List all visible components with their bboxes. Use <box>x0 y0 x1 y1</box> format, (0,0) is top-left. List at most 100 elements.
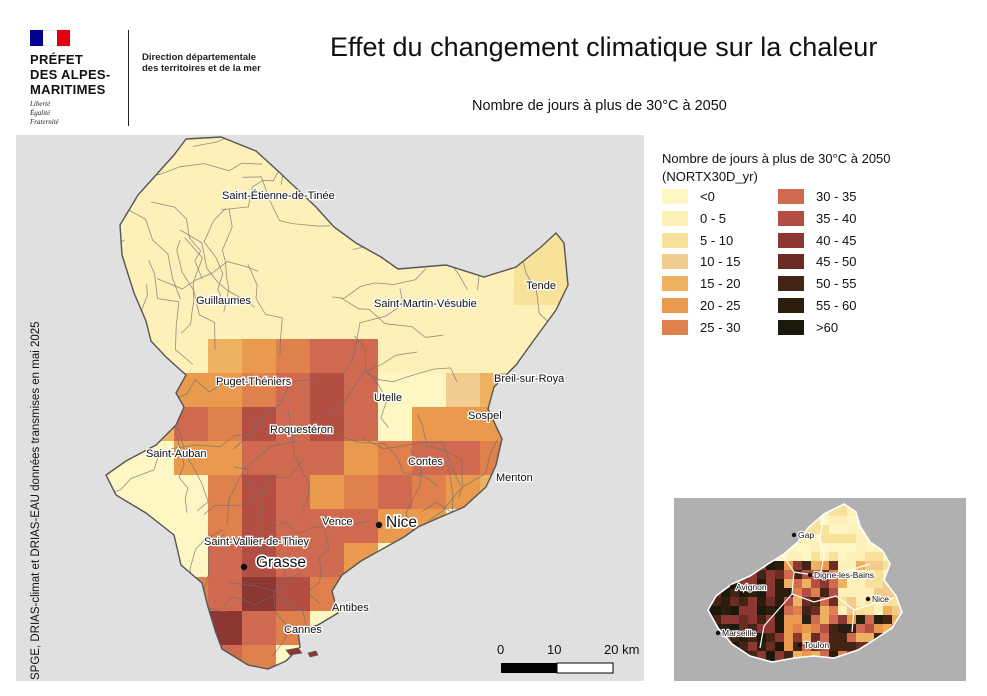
legend-title-line: Nombre de jours à plus de 30°C à 2050 <box>662 151 891 166</box>
commune-boundary <box>223 572 302 607</box>
inset-raster-cell <box>811 642 820 651</box>
raster-cell <box>106 475 140 509</box>
inset-raster-cell <box>757 525 766 534</box>
inset-raster-cell <box>856 633 865 642</box>
inset-raster-cell <box>901 525 902 534</box>
inset-raster-cell <box>712 543 721 552</box>
place-label: Saint-Vallier-de-Thiey <box>204 536 309 548</box>
inset-raster-cell <box>847 543 856 552</box>
raster-cell <box>514 577 548 611</box>
inset-raster-cell <box>892 597 901 606</box>
inset-raster-cell <box>910 642 919 651</box>
place-label: Nice <box>386 514 417 531</box>
inset-raster-cell <box>856 678 865 681</box>
inset-raster-cell <box>694 534 703 543</box>
legend-item: 45 - 50 <box>778 254 856 270</box>
raster-cell <box>378 407 412 441</box>
inset-raster-cell <box>802 504 811 507</box>
inset-raster-cell <box>694 660 703 669</box>
raster-cell <box>242 305 276 339</box>
inset-raster-cell <box>739 516 748 525</box>
raster-cell <box>344 543 378 577</box>
raster-cell <box>276 407 310 441</box>
raster-cell <box>106 373 140 407</box>
raster-cell <box>514 543 548 577</box>
inset-raster-cell <box>793 660 802 662</box>
flag-white-band <box>43 30 57 46</box>
inset-raster-cell <box>757 615 766 624</box>
inset-raster-cell <box>802 579 811 588</box>
inset-raster-cell <box>883 543 892 552</box>
inset-raster-cell <box>730 570 739 579</box>
inset-raster-cell <box>708 660 712 662</box>
commune-boundary <box>203 460 302 515</box>
inset-raster-cell <box>708 651 712 660</box>
raster-cell <box>106 679 140 681</box>
place-label: Contes <box>408 456 443 468</box>
inset-raster-cell <box>802 606 811 615</box>
inset-raster-cell <box>847 660 856 662</box>
inset-raster-cell <box>757 579 766 588</box>
inset-raster-cell <box>847 507 856 516</box>
raster-cell <box>446 203 480 237</box>
inset-raster-cell <box>748 552 757 561</box>
legend-label: 30 - 35 <box>816 189 857 204</box>
raster-cell <box>514 645 548 669</box>
inset-raster-cell <box>820 669 829 678</box>
inset-raster-cell <box>838 561 847 570</box>
inset-raster-cell <box>739 678 748 681</box>
inset-raster-cell <box>883 606 892 615</box>
inset-raster-cell <box>910 615 919 624</box>
inset-raster-cell <box>802 615 811 624</box>
inset-raster-cell <box>829 504 838 507</box>
raster-cell <box>548 305 568 339</box>
commune-boundary <box>546 538 568 588</box>
inset-raster-cell <box>892 543 901 552</box>
commune-boundary <box>326 591 435 649</box>
raster-cell <box>106 577 140 611</box>
inset-map[interactable]: Gap Digne-les-Bains Avignon Nice Marseille To… <box>674 498 966 681</box>
lerins-islands <box>285 647 319 658</box>
inset-raster-cell <box>712 507 721 516</box>
inset-raster-cell <box>901 678 910 681</box>
inset-raster-cell <box>694 507 703 516</box>
raster-cell <box>514 679 548 681</box>
commune-boundary <box>180 237 203 334</box>
raster-cell <box>242 407 276 441</box>
inset-raster-cell <box>757 543 766 552</box>
commune-boundary <box>354 335 389 429</box>
inset-raster-cell <box>766 516 775 525</box>
commune-boundary <box>192 137 290 147</box>
inset-raster-cell <box>874 588 883 597</box>
raster-cell <box>412 475 446 509</box>
inset-raster-cell <box>721 642 730 651</box>
inset-raster-cell <box>865 615 874 624</box>
inset-raster-cell <box>865 507 874 516</box>
raster-cell <box>276 137 310 169</box>
raster-cell <box>446 611 480 645</box>
inset-raster-cell <box>793 504 802 507</box>
raster-cell <box>446 339 480 373</box>
inset-raster-cell <box>892 642 901 651</box>
raster-cell <box>480 203 514 237</box>
inset-raster-cell <box>829 570 838 579</box>
raster-cell <box>310 339 344 373</box>
inset-raster-cell <box>811 588 820 597</box>
main-map[interactable]: Saint-Étienne-de-Tinée Tende Guillaumes Sai… <box>16 135 644 681</box>
inset-raster-cell <box>757 678 766 681</box>
inset-raster-cell <box>847 624 856 633</box>
inset-raster-cell <box>883 642 892 651</box>
inset-raster-cell <box>793 624 802 633</box>
raster-cell <box>514 271 548 305</box>
inset-raster-cell <box>829 642 838 651</box>
inset-raster-cell <box>721 561 730 570</box>
inset-raster-cell <box>892 660 901 662</box>
raster-cell <box>276 679 310 681</box>
inset-raster-cell <box>802 561 811 570</box>
raster-cell <box>514 237 548 271</box>
inset-raster-cell <box>739 552 748 561</box>
commune-boundary <box>287 410 310 513</box>
inset-raster-cell <box>721 669 730 678</box>
legend-swatch <box>778 189 804 204</box>
inset-raster-cell <box>748 660 757 662</box>
